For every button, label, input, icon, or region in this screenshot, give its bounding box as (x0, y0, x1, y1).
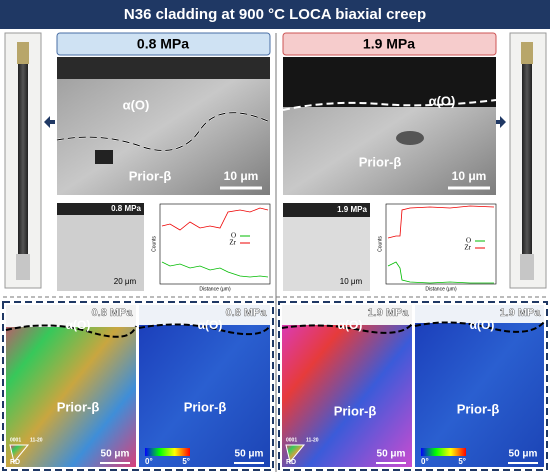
ipf-key-label: RD (10, 459, 20, 466)
region-label: Prior-β (457, 401, 500, 416)
region-label: Prior-β (129, 168, 172, 183)
scale-label: 10 μm (224, 169, 259, 183)
map-label: 1.9 MPa (500, 307, 542, 319)
scale-label: 50 μm (377, 449, 406, 460)
ipf-key-corner: 11-20 (30, 437, 43, 443)
region-label: α(O) (66, 318, 91, 332)
kam-map (138, 305, 271, 467)
panel-label: 1.9 MPa (363, 36, 415, 52)
kam-key (421, 448, 466, 456)
kam-key (145, 448, 190, 456)
eds-image (283, 203, 370, 291)
ebsd-box (2, 301, 274, 471)
kam-max: 5° (458, 457, 466, 466)
line-scan-plot (385, 203, 497, 285)
ipf-key (285, 444, 306, 464)
ipf-map (281, 305, 413, 467)
kam-min: 0° (145, 457, 153, 466)
scale-label: 50 μm (101, 449, 130, 460)
line-scan-plot (159, 203, 271, 285)
scale-label: 20 μm (114, 277, 137, 286)
eds-image-top (57, 203, 144, 215)
kam-map (414, 305, 545, 467)
sem-image (56, 57, 271, 195)
title: N36 cladding at 900 °C LOCA biaxial cree… (124, 6, 426, 23)
panel-header (282, 32, 497, 56)
scale-label: 10 μm (340, 277, 363, 286)
inset-label: 1.9 MPa (337, 205, 367, 214)
ipf-key-corner: 0001 (10, 437, 21, 443)
kam-max: 5° (182, 457, 190, 466)
region-label: α(O) (338, 318, 363, 332)
panel-header (56, 32, 271, 56)
region-label: Prior-β (334, 403, 377, 418)
region-label: α(O) (470, 318, 495, 332)
sem-image (282, 57, 497, 195)
tube-photo-left (4, 32, 42, 289)
inset-label: 0.8 MPa (111, 204, 141, 213)
scale-label: 50 μm (235, 449, 264, 460)
region-label: Prior-β (359, 154, 402, 169)
ipf-map (5, 305, 137, 467)
x-axis-label: Distance (μm) (199, 286, 231, 292)
map-label: 0.8 MPa (92, 307, 134, 319)
ebsd-box (278, 301, 548, 471)
arrow (495, 116, 506, 128)
legend-entry: O (231, 232, 236, 240)
eds-image-top (283, 203, 370, 217)
ipf-key (9, 444, 30, 464)
legend-entry: Zr (229, 239, 236, 247)
tube-photo-right (509, 32, 547, 289)
ipf-key-label: RD (286, 459, 296, 466)
region-label: α(O) (429, 93, 456, 108)
region-label: α(O) (123, 97, 150, 112)
map-label: 1.9 MPa (368, 307, 410, 319)
legend-entry: O (466, 237, 471, 245)
region-label: α(O) (198, 318, 223, 332)
eds-image (57, 203, 144, 291)
ipf-key-corner: 0001 (286, 437, 297, 443)
title-bar (0, 0, 550, 29)
legend-entry: Zr (464, 244, 471, 252)
scale-label: 50 μm (509, 449, 538, 460)
arrow (44, 116, 55, 128)
scale-label: 10 μm (452, 169, 487, 183)
ipf-key-corner: 11-20 (306, 437, 319, 443)
y-axis-label: Counts (377, 236, 383, 252)
x-axis-label: Distance (μm) (425, 286, 457, 292)
kam-min: 0° (421, 457, 429, 466)
region-label: Prior-β (184, 399, 227, 414)
region-label: Prior-β (57, 399, 100, 414)
map-label: 0.8 MPa (226, 307, 268, 319)
y-axis-label: Counts (151, 236, 157, 252)
panel-label: 0.8 MPa (137, 36, 189, 52)
